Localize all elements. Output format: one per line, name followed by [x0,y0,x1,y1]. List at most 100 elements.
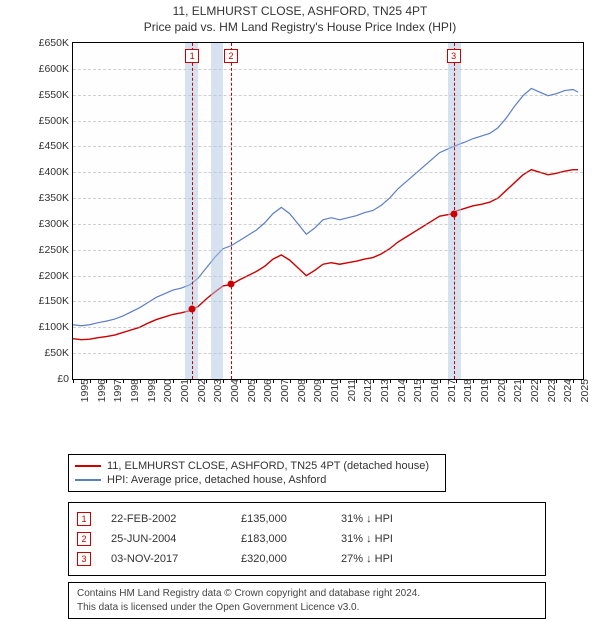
event-row: 3 03-NOV-2017 £320,000 27% ↓ HPI [77,549,537,569]
x-tick [290,379,291,383]
event-price: £135,000 [241,513,321,525]
gridline [73,327,583,328]
event-row: 2 25-JUN-2004 £183,000 31% ↓ HPI [77,529,537,549]
legend-label: HPI: Average price, detached house, Ashf… [107,474,326,486]
gridline [73,95,583,96]
plot-area: £0£50K£100K£150K£200K£250K£300K£350K£400… [72,42,584,380]
y-axis-label: £450K [33,140,69,152]
legend-item: HPI: Average price, detached house, Ashf… [75,473,439,487]
series-line [73,170,578,340]
x-tick [306,379,307,383]
legend-swatch [75,479,101,481]
sale-marker-line [192,43,193,379]
sale-period-shade [211,43,223,379]
attribution-line1: Contains HM Land Registry data © Crown c… [77,587,537,601]
y-axis-label: £100K [33,321,69,333]
y-axis-label: £550K [33,89,69,101]
x-tick [406,379,407,383]
gridline [73,121,583,122]
x-tick [323,379,324,383]
legend-swatch [75,465,101,467]
gridline [73,69,583,70]
gridline [73,146,583,147]
event-marker: 2 [77,532,91,546]
chart-subtitle: Price paid vs. HM Land Registry's House … [0,20,600,34]
x-tick [373,379,374,383]
event-date: 03-NOV-2017 [111,553,221,565]
gridline [73,301,583,302]
y-axis-label: £500K [33,115,69,127]
events-table: 1 22-FEB-2002 £135,000 31% ↓ HPI 2 25-JUN-200… [68,502,546,576]
sale-marker-box: 1 [185,49,199,63]
x-tick [273,379,274,383]
attribution-line2: This data is licensed under the Open Gov… [77,601,537,615]
y-axis-label: £150K [33,295,69,307]
x-tick [240,379,241,383]
x-tick [173,379,174,383]
x-tick [223,379,224,383]
event-row: 1 22-FEB-2002 £135,000 31% ↓ HPI [77,509,537,529]
event-price: £183,000 [241,533,321,545]
x-tick [440,379,441,383]
x-tick [456,379,457,383]
event-date: 25-JUN-2004 [111,533,221,545]
legend-item: 11, ELMHURST CLOSE, ASHFORD, TN25 4PT (d… [75,459,439,473]
sale-point-dot [189,306,196,313]
event-marker: 1 [77,512,91,526]
x-tick [73,379,74,383]
gridline [73,224,583,225]
event-date: 22-FEB-2002 [111,513,221,525]
y-axis-label: £400K [33,166,69,178]
event-diff: 31% ↓ HPI [341,513,441,525]
chart-container: £0 £50K £100K £150K £200K £250K £300K £350K £400… [32,42,592,412]
x-tick [356,379,357,383]
x-tick [206,379,207,383]
x-tick [523,379,524,383]
gridline [73,198,583,199]
x-tick [573,379,574,383]
x-tick [540,379,541,383]
y-axis-label: £600K [33,63,69,75]
event-price: £320,000 [241,553,321,565]
gridline [73,250,583,251]
legend-label: 11, ELMHURST CLOSE, ASHFORD, TN25 4PT (d… [107,460,429,472]
chart-title: 11, ELMHURST CLOSE, ASHFORD, TN25 4PT [0,4,600,18]
x-tick [556,379,557,383]
legend: 11, ELMHURST CLOSE, ASHFORD, TN25 4PT (d… [68,454,446,492]
gridline [73,172,583,173]
x-tick [140,379,141,383]
y-axis-label: £650K [33,37,69,49]
x-tick [506,379,507,383]
y-axis-label: £250K [33,244,69,256]
x-tick [123,379,124,383]
x-tick [473,379,474,383]
y-axis-label: £0 [33,373,69,385]
x-tick [256,379,257,383]
x-tick [90,379,91,383]
gridline [73,353,583,354]
sale-marker-line [231,43,232,379]
x-tick [190,379,191,383]
event-diff: 31% ↓ HPI [341,533,441,545]
x-tick [340,379,341,383]
sale-point-dot [228,281,235,288]
sale-marker-box: 3 [447,49,461,63]
y-axis-label: £50K [33,347,69,359]
attribution-box: Contains HM Land Registry data © Crown c… [68,582,546,619]
sale-marker-box: 2 [224,49,238,63]
x-tick [390,379,391,383]
y-axis-label: £300K [33,218,69,230]
sale-point-dot [450,210,457,217]
chart-lines [73,43,583,379]
x-tick [490,379,491,383]
x-tick [156,379,157,383]
x-tick [423,379,424,383]
y-axis-label: £350K [33,192,69,204]
event-marker: 3 [77,552,91,566]
y-axis-label: £200K [33,270,69,282]
series-line [73,88,578,325]
gridline [73,276,583,277]
event-diff: 27% ↓ HPI [341,553,441,565]
x-axis-label: 2025 [577,379,591,402]
x-tick [106,379,107,383]
